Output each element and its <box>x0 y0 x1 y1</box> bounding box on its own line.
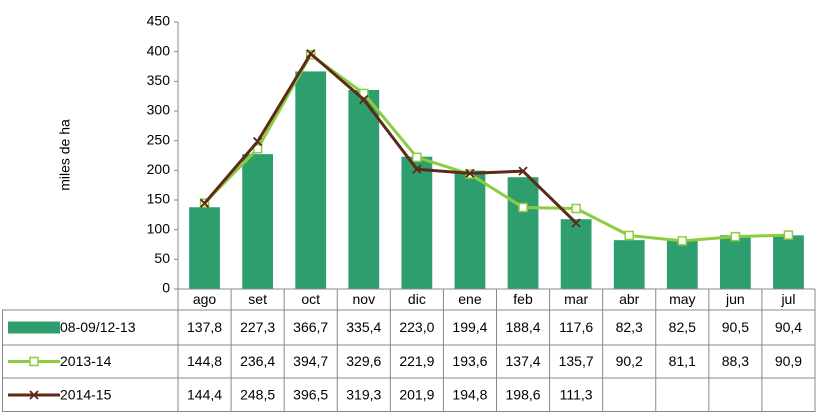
table-value: 319,3 <box>346 387 381 403</box>
table-value: 194,8 <box>452 387 487 403</box>
x-tick-label: dic <box>408 291 426 307</box>
y-tick-label: 200 <box>147 161 171 177</box>
table-value: 90,9 <box>775 353 802 369</box>
x-tick-label: ago <box>193 291 217 307</box>
bar <box>454 170 486 289</box>
y-tick-label: 450 <box>147 13 171 29</box>
line-marker <box>306 49 316 59</box>
line-marker <box>252 136 263 147</box>
line-marker <box>359 88 369 99</box>
table-value: 248,5 <box>240 387 275 403</box>
bar <box>666 240 698 289</box>
line-marker <box>252 143 263 154</box>
table-value: 90,2 <box>616 353 643 369</box>
table-value: 90,4 <box>775 319 802 335</box>
x-tick-label: mar <box>564 291 588 307</box>
x-tick-label: abr <box>619 291 640 307</box>
y-tick-label: 0 <box>162 280 170 296</box>
table-value: 137,4 <box>506 353 541 369</box>
table-value: 199,4 <box>452 319 487 335</box>
legend-marker <box>29 390 39 400</box>
x-tick-label: may <box>669 291 695 307</box>
table-value: 366,7 <box>293 319 328 335</box>
bar <box>348 89 380 289</box>
bar <box>613 240 645 289</box>
line-marker <box>412 152 422 163</box>
table-value: 394,7 <box>293 353 328 369</box>
line-marker <box>199 198 210 208</box>
line-marker <box>730 231 741 242</box>
bar <box>773 235 804 289</box>
table-value: 198,6 <box>506 387 541 403</box>
line-marker <box>412 164 422 174</box>
legend-label: 2014-15 <box>60 387 112 403</box>
bar <box>719 235 751 289</box>
table-value: 396,5 <box>293 387 328 403</box>
bar <box>560 219 592 289</box>
line-marker <box>465 168 475 179</box>
table-value: 188,4 <box>506 319 541 335</box>
x-tick-label: oct <box>301 291 320 307</box>
legend-swatch <box>8 321 60 334</box>
table-value: 236,4 <box>240 353 275 369</box>
table-value: 88,3 <box>722 353 749 369</box>
y-tick-label: 50 <box>154 250 170 266</box>
table-value: 227,3 <box>240 319 275 335</box>
table-value: 82,3 <box>616 319 643 335</box>
bar <box>242 154 274 289</box>
table-value: 193,6 <box>452 353 487 369</box>
y-tick-label: 250 <box>147 131 171 147</box>
bar <box>401 156 433 289</box>
table-value: 111,3 <box>560 387 593 403</box>
table-value: 117,6 <box>559 319 593 335</box>
line-marker <box>359 94 369 105</box>
table-value: 335,4 <box>346 319 381 335</box>
table-value: 82,5 <box>669 319 696 335</box>
line-marker <box>624 230 634 241</box>
table-value: 137,8 <box>187 319 222 335</box>
table-value: 221,9 <box>399 353 434 369</box>
bar <box>189 207 220 289</box>
table-value: 144,4 <box>187 387 222 403</box>
line-marker <box>518 202 528 213</box>
bar <box>295 71 327 289</box>
line-marker <box>571 218 581 228</box>
bar <box>507 177 539 289</box>
x-tick-label: nov <box>353 291 376 307</box>
legend-label: 08-09/12-13 <box>60 319 136 335</box>
legend-marker <box>29 356 39 367</box>
line <box>203 51 578 225</box>
x-tick-label: feb <box>513 291 533 307</box>
table-value: 201,9 <box>399 387 434 403</box>
line-marker <box>783 230 794 240</box>
y-axis-label: miles de ha <box>57 119 73 191</box>
x-tick-label: jul <box>780 291 795 307</box>
y-tick-label: 400 <box>147 42 171 58</box>
legend-label: 2013-14 <box>60 353 112 369</box>
line-marker <box>571 203 581 214</box>
table-value: 90,5 <box>722 319 749 335</box>
line-marker <box>518 166 528 176</box>
table-value: 144,8 <box>187 353 222 369</box>
table-value: 223,0 <box>399 319 434 335</box>
x-tick-label: jun <box>725 291 745 307</box>
y-tick-label: 350 <box>147 72 171 88</box>
x-tick-label: ene <box>458 291 482 307</box>
y-tick-label: 100 <box>147 220 171 236</box>
table-value: 329,6 <box>346 353 381 369</box>
line-marker <box>677 236 688 246</box>
y-tick-label: 150 <box>147 191 171 207</box>
table-value: 81,1 <box>669 353 696 369</box>
x-tick-label: set <box>248 291 267 307</box>
table-value: 135,7 <box>559 353 594 369</box>
y-tick-label: 300 <box>147 102 171 118</box>
